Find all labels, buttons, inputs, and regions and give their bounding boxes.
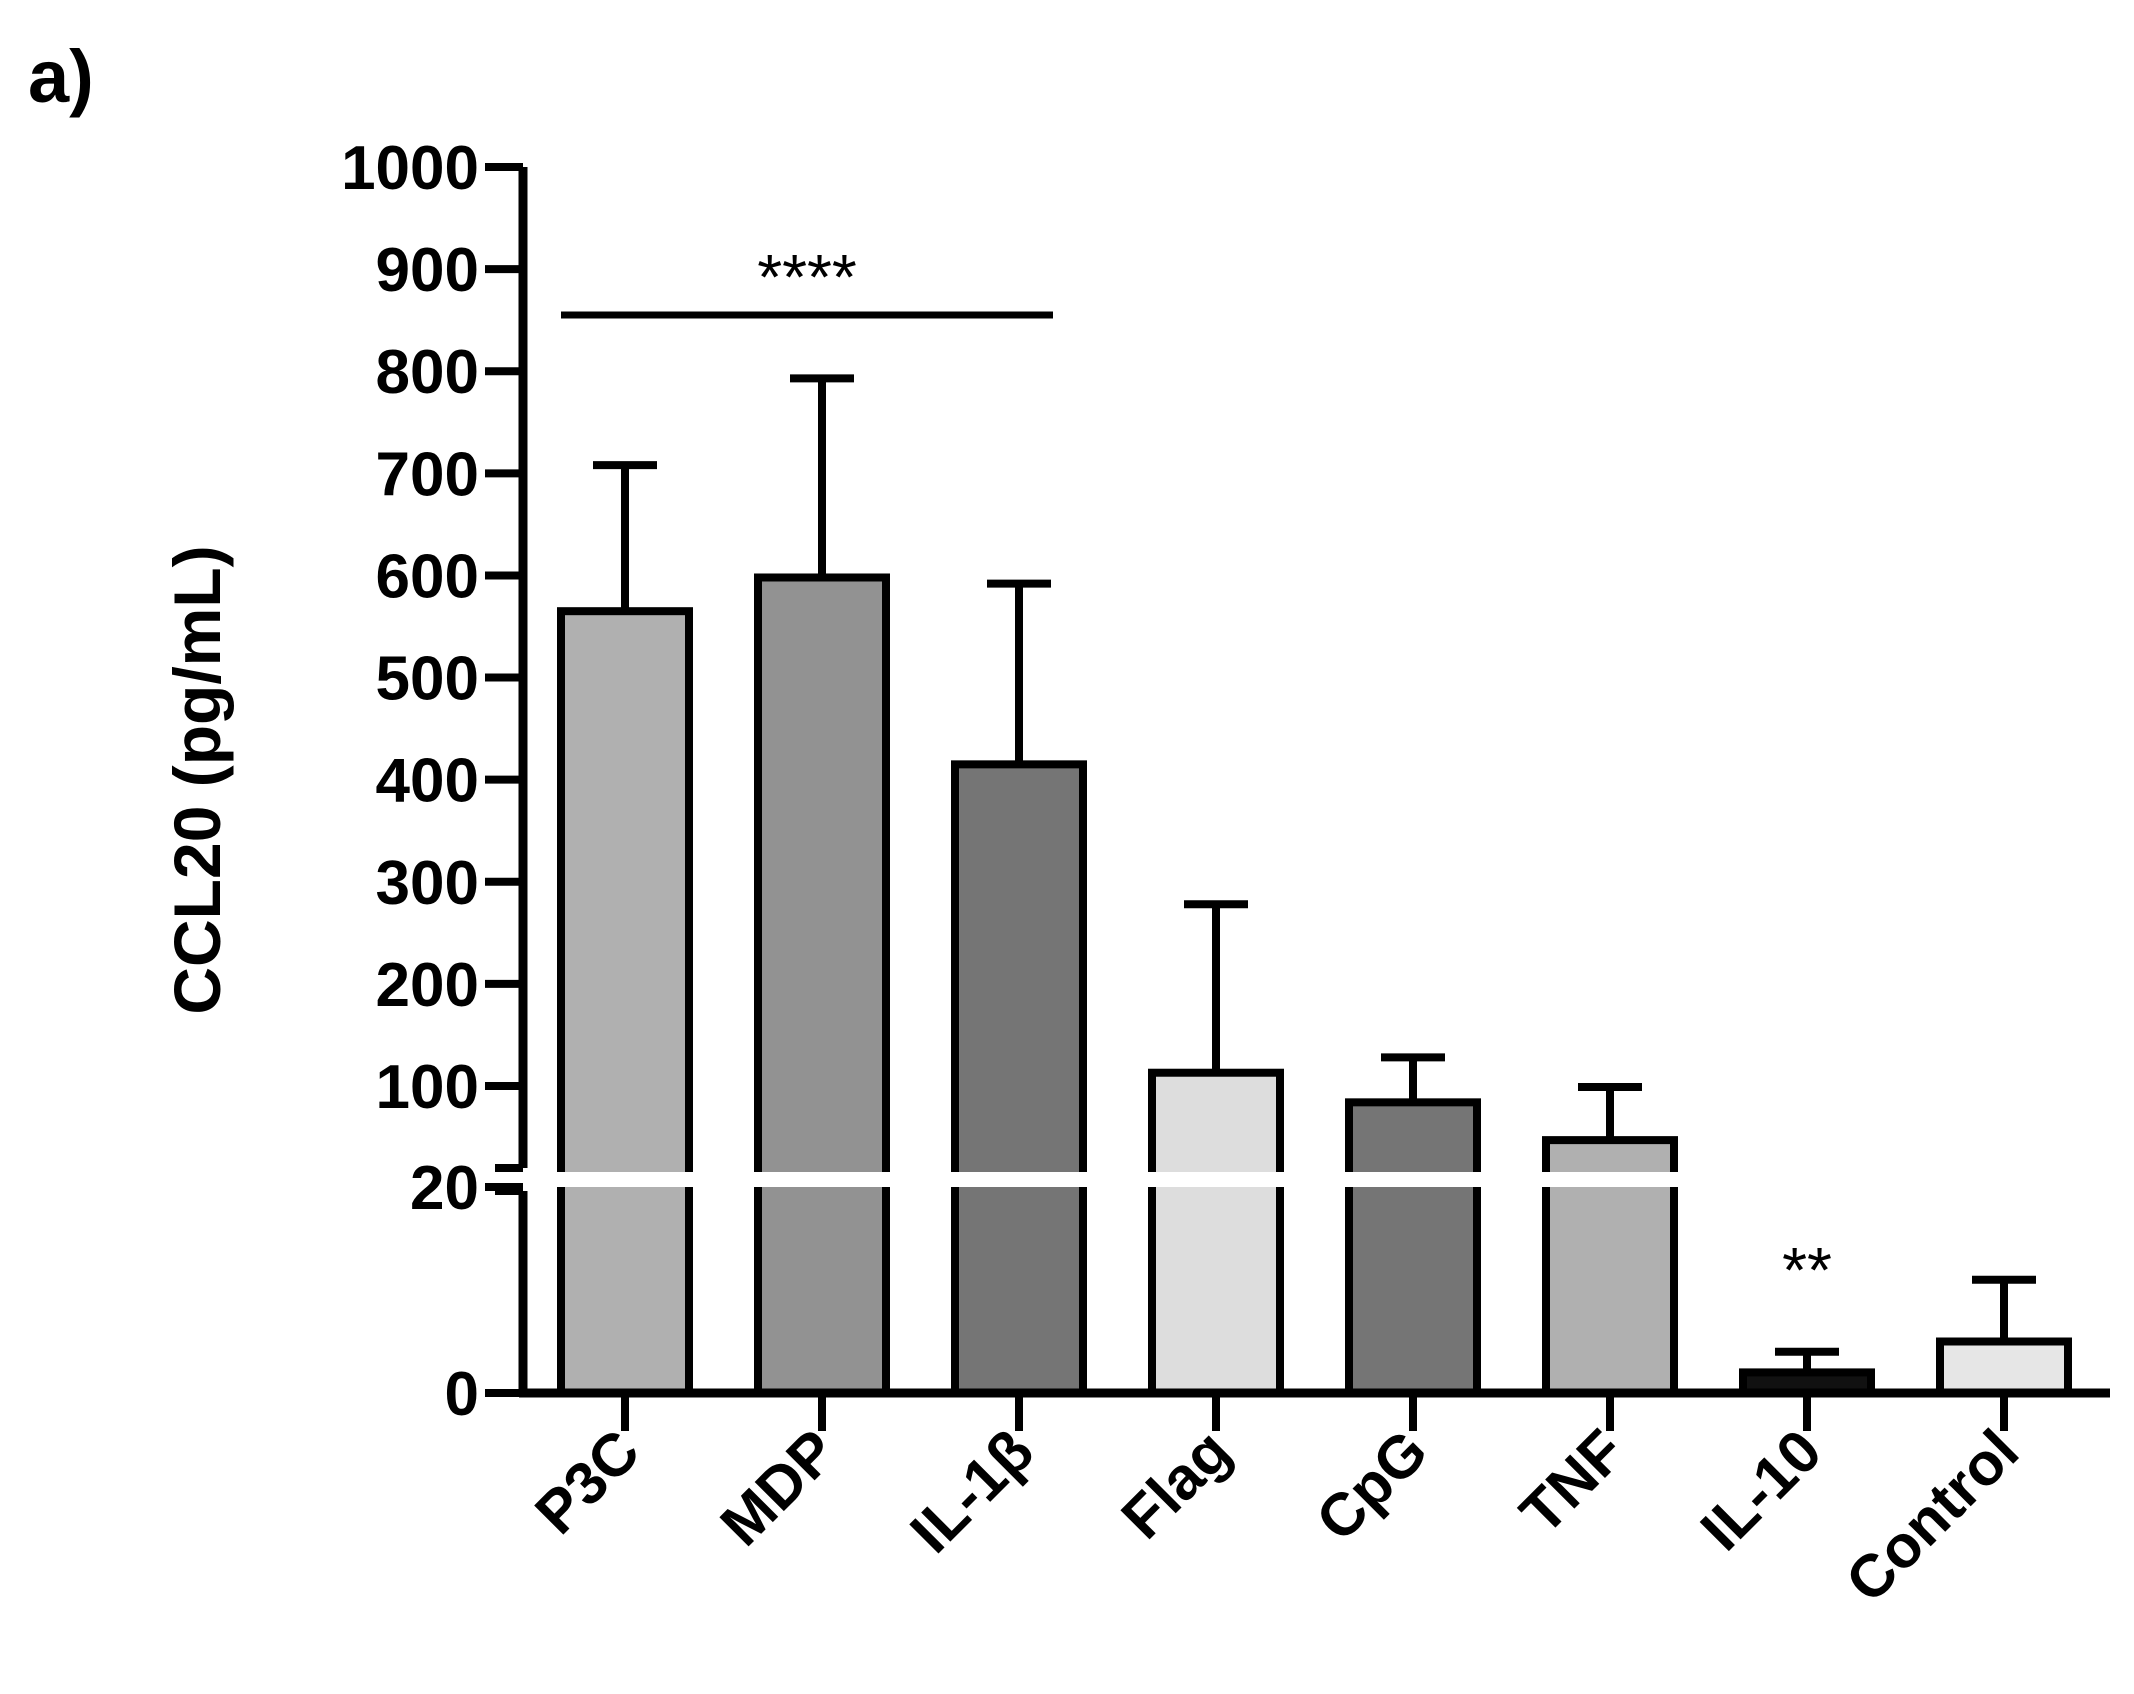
y-tick-label-400: 400 bbox=[376, 747, 479, 816]
bar-cpg bbox=[1345, 1098, 1481, 1397]
bar-p3c bbox=[557, 607, 693, 1397]
x-tick-label-mdp: MDP bbox=[708, 1417, 850, 1559]
x-tick-label-flag: Flag bbox=[1109, 1417, 1244, 1552]
x-tick-label-il-10: IL-10 bbox=[1688, 1417, 1834, 1563]
panel-label: a) bbox=[28, 35, 94, 118]
significance-label-group: **** bbox=[757, 241, 857, 313]
x-tick-label-control: Control bbox=[1833, 1417, 2031, 1615]
bar-flag bbox=[1148, 1068, 1284, 1398]
significance-label-il10: ** bbox=[1782, 1234, 1832, 1306]
y-tick-label-800: 800 bbox=[376, 338, 479, 407]
error-bars-layer bbox=[593, 374, 2036, 1373]
y-tick-label-200: 200 bbox=[376, 951, 479, 1020]
bars-layer bbox=[557, 573, 2072, 1398]
x-tick-label-p3c: P3C bbox=[522, 1417, 652, 1547]
bar-mdp bbox=[754, 573, 890, 1397]
y-tick-label-1000: 1000 bbox=[341, 134, 479, 203]
y-tick-label-0: 0 bbox=[445, 1360, 479, 1429]
y-tick-label-300: 300 bbox=[376, 849, 479, 918]
y-tick-label-600: 600 bbox=[376, 542, 479, 611]
bar-il-1- bbox=[951, 760, 1087, 1397]
y-tick-label-100: 100 bbox=[376, 1053, 479, 1122]
bar-control bbox=[1936, 1337, 2072, 1397]
y-tick-label-700: 700 bbox=[376, 440, 479, 509]
y-axis-label: CCL20 (pg/mL) bbox=[160, 545, 234, 1014]
annotations-layer: ****** bbox=[561, 241, 1832, 1306]
x-tick-label-il-1-: IL-1β bbox=[897, 1417, 1046, 1566]
y-tick-label-900: 900 bbox=[376, 236, 479, 305]
y-tick-label-20: 20 bbox=[410, 1154, 479, 1223]
axis-break-gap bbox=[495, 1172, 2110, 1187]
x-tick-label-tnf: TNF bbox=[1507, 1417, 1637, 1547]
x-tick-label-cpg: CpG bbox=[1303, 1417, 1440, 1554]
y-tick-label-500: 500 bbox=[376, 645, 479, 714]
